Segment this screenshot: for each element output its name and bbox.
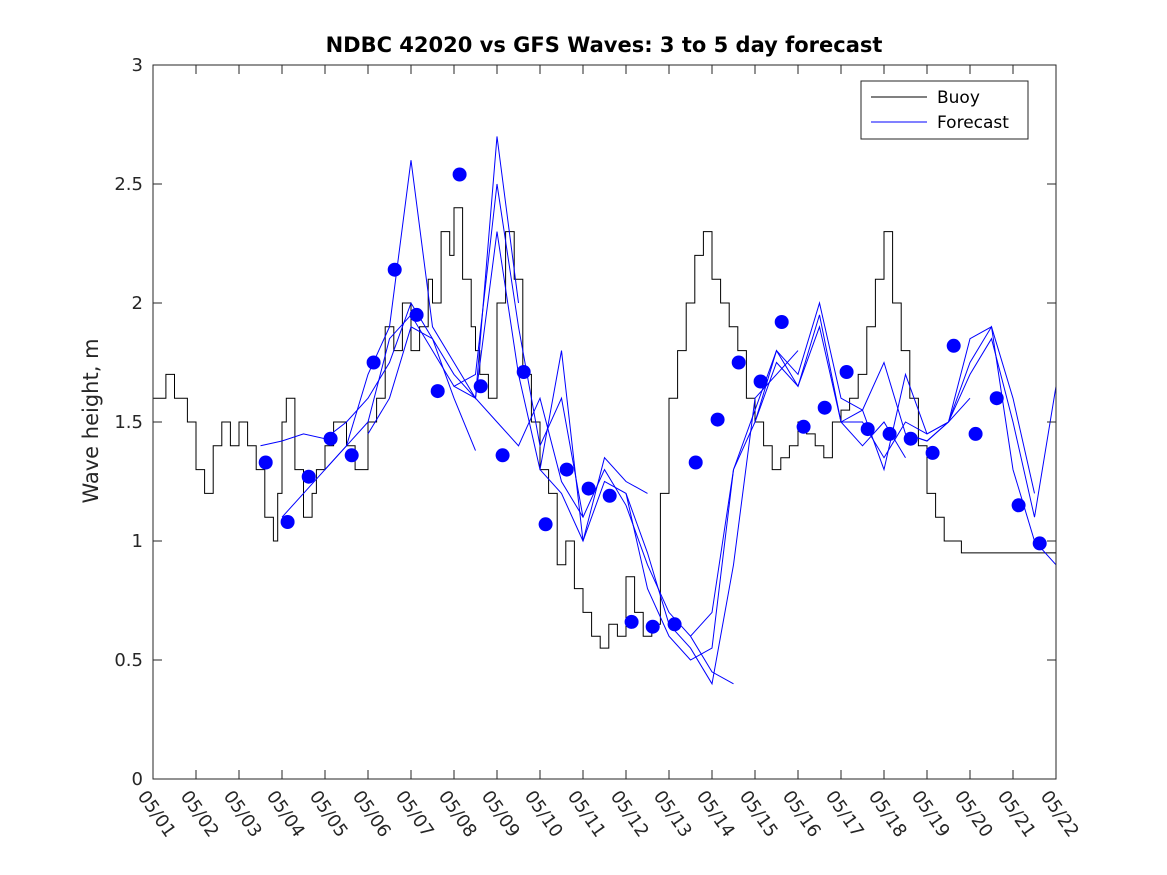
x-tick-label: 05/17 bbox=[821, 787, 868, 842]
forecast-point bbox=[731, 355, 746, 370]
x-tick-label: 05/07 bbox=[391, 787, 438, 842]
forecast-point bbox=[688, 455, 703, 470]
forecast-point bbox=[301, 469, 316, 484]
x-tick-label: 05/14 bbox=[692, 787, 739, 842]
x-tick-label: 05/15 bbox=[735, 787, 782, 842]
forecast-point bbox=[796, 419, 811, 434]
x-tick-label: 05/11 bbox=[563, 787, 610, 842]
forecast-point bbox=[710, 412, 725, 427]
forecast-point bbox=[774, 315, 789, 329]
plot-area bbox=[153, 136, 1057, 686]
forecast-line-8 bbox=[690, 301, 971, 637]
y-tick-label: 3 bbox=[132, 55, 143, 76]
forecast-point bbox=[667, 617, 682, 632]
forecast-point bbox=[387, 262, 402, 277]
forecast-point bbox=[839, 365, 854, 379]
forecast-point bbox=[258, 455, 273, 470]
forecast-point bbox=[409, 307, 424, 322]
legend: Buoy Forecast bbox=[860, 80, 1029, 140]
y-tick-label: 0.5 bbox=[114, 650, 143, 671]
x-tick-label: 05/06 bbox=[348, 787, 395, 842]
x-tick-label: 05/16 bbox=[778, 787, 825, 842]
x-tick-label: 05/03 bbox=[219, 787, 266, 842]
forecast-point bbox=[817, 400, 832, 415]
forecast-point bbox=[1011, 498, 1026, 513]
x-tick-label: 05/12 bbox=[606, 787, 653, 842]
forecast-line-7 bbox=[625, 325, 906, 661]
forecast-point bbox=[323, 431, 338, 446]
x-tick-label: 05/13 bbox=[649, 787, 696, 842]
forecast-point bbox=[538, 517, 553, 532]
forecast-point bbox=[882, 426, 897, 441]
x-tick-label: 05/22 bbox=[1036, 787, 1083, 842]
forecast-point bbox=[753, 374, 768, 389]
forecast-point bbox=[581, 481, 596, 496]
forecast-point bbox=[860, 422, 875, 437]
forecast-point bbox=[280, 515, 295, 529]
x-tick-label: 05/01 bbox=[133, 787, 180, 842]
forecast-point bbox=[495, 448, 510, 463]
forecast-point bbox=[516, 365, 531, 379]
x-tick-label: 05/08 bbox=[434, 787, 481, 842]
x-tick-label: 05/21 bbox=[993, 787, 1040, 842]
legend-box bbox=[860, 80, 1029, 140]
forecast-line-1 bbox=[260, 301, 476, 451]
forecast-line-5 bbox=[453, 385, 734, 685]
y-tick-label: 2 bbox=[132, 293, 143, 314]
forecast-point bbox=[925, 445, 940, 460]
forecast-point bbox=[452, 167, 467, 182]
forecast-line-4 bbox=[367, 231, 648, 542]
forecast-point bbox=[903, 431, 918, 446]
y-tick-label: 2.5 bbox=[114, 174, 143, 195]
forecast-line-11 bbox=[905, 325, 1057, 566]
legend-label-forecast: Forecast bbox=[937, 113, 1009, 133]
x-tick-label: 05/20 bbox=[950, 787, 997, 842]
chart-title: NDBC 42020 vs GFS Waves: 3 to 5 day fore… bbox=[326, 33, 883, 57]
x-tick-label: 05/04 bbox=[262, 787, 309, 842]
legend-label-buoy: Buoy bbox=[937, 88, 980, 108]
x-tick-label: 05/10 bbox=[520, 787, 567, 842]
forecast-point bbox=[645, 619, 660, 634]
x-tick-label: 05/19 bbox=[907, 787, 954, 842]
buoy-line bbox=[153, 207, 1056, 649]
y-tick-label: 1 bbox=[132, 531, 143, 552]
axes-box bbox=[152, 64, 1057, 780]
forecast-point bbox=[430, 384, 445, 399]
forecast-point bbox=[344, 448, 359, 463]
forecast-point bbox=[602, 488, 617, 503]
forecast-line-2 bbox=[281, 136, 519, 518]
forecast-point bbox=[968, 426, 983, 441]
forecast-point bbox=[366, 355, 381, 370]
x-tick-label: 05/02 bbox=[176, 787, 223, 842]
forecast-point bbox=[989, 391, 1004, 406]
forecast-point bbox=[473, 379, 488, 394]
forecast-point bbox=[1032, 536, 1047, 551]
x-tick-label: 05/09 bbox=[477, 787, 524, 842]
x-tick-label: 05/18 bbox=[864, 787, 911, 842]
y-tick-label: 1.5 bbox=[114, 412, 143, 433]
forecast-line-9 bbox=[754, 314, 1035, 494]
y-axis-label: Wave height, m bbox=[79, 338, 103, 503]
x-tick-label: 05/05 bbox=[305, 787, 352, 842]
y-tick-label: 0 bbox=[132, 769, 143, 790]
forecast-point bbox=[559, 462, 574, 477]
forecast-point bbox=[624, 614, 639, 629]
forecast-point bbox=[946, 338, 961, 353]
